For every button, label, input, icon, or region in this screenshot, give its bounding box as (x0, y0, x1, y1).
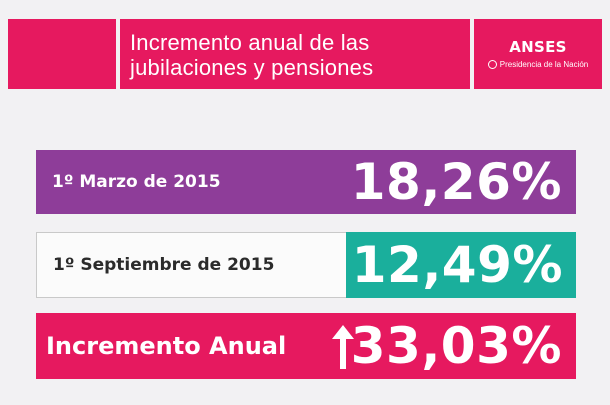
row-label: 1º Marzo de 2015 (52, 172, 221, 192)
page-title-line-2: jubilaciones y pensiones (130, 55, 374, 80)
arrow-up-icon (332, 325, 354, 369)
brand-name: ANSES (509, 38, 567, 56)
row-value: 12,49% (351, 236, 563, 294)
increase-row-september: 1º Septiembre de 2015 12,49% (36, 232, 576, 298)
seal-icon (487, 60, 497, 69)
brand-logo: ANSES Presidencia de la Nación (474, 19, 602, 89)
row-value: 33,03% (350, 317, 562, 375)
row-label: Incremento Anual (46, 332, 287, 360)
header-accent-block (8, 19, 116, 89)
page-title: Incremento anual de las jubilaciones y p… (120, 19, 470, 89)
brand-subtitle: Presidencia de la Nación (487, 60, 589, 69)
page-title-line-1: Incremento anual de las (130, 30, 370, 55)
annual-increase-row: Incremento Anual 33,03% (36, 313, 576, 379)
row-label: 1º Septiembre de 2015 (53, 255, 275, 275)
increase-row-march: 1º Marzo de 2015 18,26% (36, 150, 576, 214)
value-box: 12,49% (346, 232, 576, 298)
brand-subtitle-text: Presidencia de la Nación (499, 60, 589, 69)
row-value: 18,26% (350, 153, 562, 211)
